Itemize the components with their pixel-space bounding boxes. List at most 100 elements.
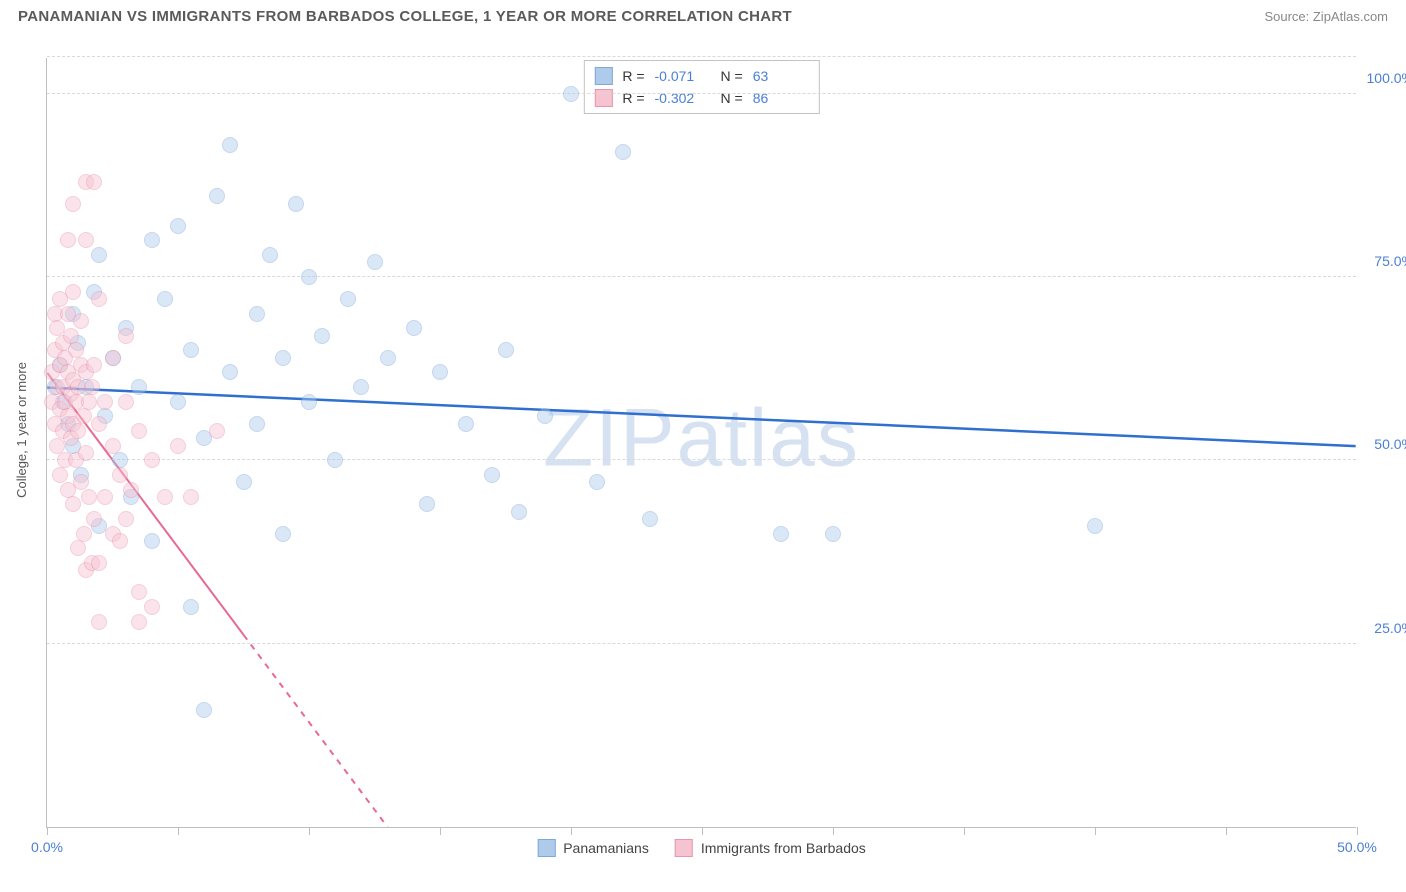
data-point	[105, 350, 121, 366]
legend-item: Immigrants from Barbados	[675, 839, 866, 857]
data-point	[123, 482, 139, 498]
gridline	[47, 276, 1356, 277]
data-point	[91, 247, 107, 263]
data-point	[511, 504, 527, 520]
data-point	[81, 489, 97, 505]
data-point	[170, 218, 186, 234]
data-point	[65, 196, 81, 212]
data-point	[615, 144, 631, 160]
gridline	[47, 56, 1356, 57]
data-point	[236, 474, 252, 490]
legend-r-label: R =	[622, 68, 644, 84]
data-point	[209, 188, 225, 204]
data-point	[86, 174, 102, 190]
y-tick-label: 25.0%	[1374, 620, 1406, 636]
data-point	[65, 496, 81, 512]
legend-item: Panamanians	[537, 839, 649, 857]
data-point	[68, 342, 84, 358]
data-point	[419, 496, 435, 512]
data-point	[65, 284, 81, 300]
data-point	[76, 526, 92, 542]
data-point	[112, 452, 128, 468]
data-point	[73, 474, 89, 490]
data-point	[118, 511, 134, 527]
data-point	[1087, 518, 1103, 534]
legend-swatch	[594, 67, 612, 85]
data-point	[406, 320, 422, 336]
x-tick	[1226, 827, 1227, 835]
x-tick	[47, 827, 48, 835]
data-point	[380, 350, 396, 366]
data-point	[73, 313, 89, 329]
source-label: Source: ZipAtlas.com	[1264, 9, 1388, 24]
x-tick	[1095, 827, 1096, 835]
trend-line-dashed	[244, 635, 388, 827]
y-axis-title: College, 1 year or more	[14, 362, 29, 498]
data-point	[157, 291, 173, 307]
y-tick-label: 75.0%	[1374, 253, 1406, 269]
chart-title: PANAMANIAN VS IMMIGRANTS FROM BARBADOS C…	[18, 8, 792, 25]
x-tick	[833, 827, 834, 835]
data-point	[353, 379, 369, 395]
trend-line	[47, 388, 1355, 447]
data-point	[275, 526, 291, 542]
x-tick	[571, 827, 572, 835]
data-point	[76, 408, 92, 424]
data-point	[91, 291, 107, 307]
gridline	[47, 459, 1356, 460]
data-point	[183, 342, 199, 358]
data-point	[112, 467, 128, 483]
legend-row: R =-0.302N =86	[594, 87, 808, 109]
data-point	[144, 452, 160, 468]
chart-plot-area: ZIPatlas R =-0.071N =63R =-0.302N =86 Pa…	[46, 58, 1356, 828]
data-point	[52, 467, 68, 483]
header: PANAMANIAN VS IMMIGRANTS FROM BARBADOS C…	[0, 0, 1406, 29]
legend-swatch	[675, 839, 693, 857]
data-point	[131, 379, 147, 395]
legend-series: Panamanians Immigrants from Barbados	[537, 839, 866, 857]
data-point	[327, 452, 343, 468]
data-point	[537, 408, 553, 424]
x-tick	[964, 827, 965, 835]
x-tick-label: 50.0%	[1337, 839, 1377, 855]
data-point	[209, 423, 225, 439]
data-point	[78, 232, 94, 248]
data-point	[367, 254, 383, 270]
data-point	[275, 350, 291, 366]
legend-r-value: -0.071	[655, 68, 711, 84]
data-point	[91, 416, 107, 432]
data-point	[81, 394, 97, 410]
data-point	[112, 533, 128, 549]
legend-label: Panamanians	[563, 840, 649, 856]
data-point	[118, 328, 134, 344]
data-point	[249, 416, 265, 432]
x-tick-label: 0.0%	[31, 839, 63, 855]
gridline	[47, 93, 1356, 94]
data-point	[183, 599, 199, 615]
legend-n-value: 63	[753, 68, 809, 84]
data-point	[432, 364, 448, 380]
data-point	[170, 438, 186, 454]
data-point	[589, 474, 605, 490]
data-point	[183, 489, 199, 505]
data-point	[70, 540, 86, 556]
x-tick	[178, 827, 179, 835]
data-point	[144, 599, 160, 615]
data-point	[84, 379, 100, 395]
watermark: ZIPatlas	[543, 391, 860, 485]
data-point	[131, 614, 147, 630]
data-point	[86, 511, 102, 527]
data-point	[262, 247, 278, 263]
data-point	[563, 86, 579, 102]
data-point	[78, 445, 94, 461]
data-point	[86, 357, 102, 373]
data-point	[60, 232, 76, 248]
x-tick	[309, 827, 310, 835]
data-point	[484, 467, 500, 483]
data-point	[144, 232, 160, 248]
data-point	[249, 306, 265, 322]
data-point	[340, 291, 356, 307]
legend-correlation: R =-0.071N =63R =-0.302N =86	[583, 60, 819, 114]
trend-lines-layer	[47, 58, 1356, 827]
x-tick	[1357, 827, 1358, 835]
